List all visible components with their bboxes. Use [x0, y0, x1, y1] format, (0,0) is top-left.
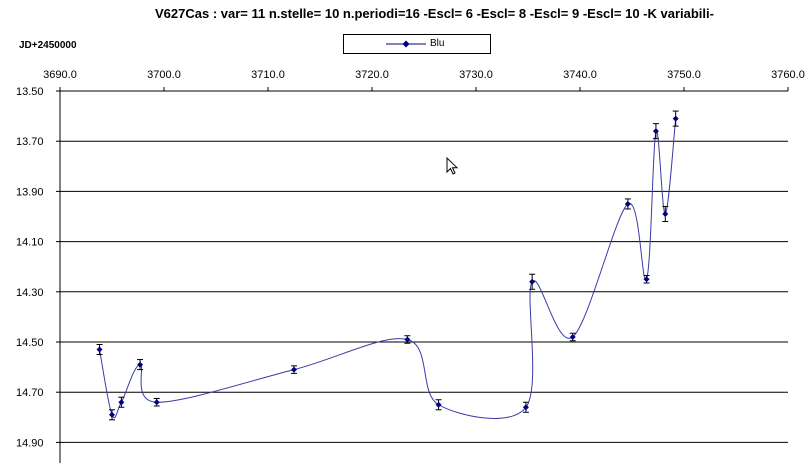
series-curve-layer: [99, 118, 677, 419]
x-tick-label: 3710.0: [251, 69, 285, 81]
y-tick-label: 14.70: [16, 387, 44, 399]
data-point: [522, 401, 529, 413]
legend: Blu: [343, 34, 491, 54]
data-point: [153, 397, 160, 407]
legend-label: Blu: [430, 38, 445, 49]
y-tick-label: 13.70: [16, 136, 44, 148]
y-tick-label: 14.10: [16, 237, 44, 249]
data-point: [643, 274, 650, 284]
point-marker: [118, 399, 125, 406]
x-axis-note: JD+2450000: [19, 40, 77, 51]
point-marker: [652, 128, 659, 135]
point-marker: [569, 333, 576, 340]
x-tick-label: 3690.0: [43, 69, 77, 81]
point-marker: [96, 346, 103, 353]
y-tick-label: 14.30: [16, 287, 44, 299]
data-point: [529, 273, 536, 290]
series-points-layer: [96, 110, 679, 421]
point-marker: [643, 276, 650, 283]
point-marker: [672, 115, 679, 122]
data-point: [569, 332, 576, 342]
data-point: [137, 359, 144, 371]
x-tick-label: 3740.0: [563, 69, 597, 81]
point-marker: [529, 278, 536, 285]
data-point: [624, 198, 631, 210]
point-marker: [153, 399, 160, 406]
grid-layer: [60, 140, 788, 443]
data-point: [652, 123, 659, 140]
data-point: [662, 205, 669, 223]
point-marker: [291, 366, 297, 373]
chart-title: V627Cas : var= 11 n.stelle= 10 n.periodi…: [155, 6, 714, 21]
axis-layer: 3690.0 3700.0 3710.0 3720.0 3730.0 3740.0 3750…: [16, 69, 805, 463]
data-point: [96, 344, 103, 356]
x-tick-label: 3700.0: [147, 69, 181, 81]
point-marker: [662, 210, 669, 217]
point-marker: [404, 336, 411, 343]
data-point: [109, 409, 115, 421]
y-tick-label: 14.50: [16, 337, 44, 349]
data-point: [672, 110, 679, 127]
data-point: [435, 399, 442, 411]
legend-swatch-icon: [386, 40, 426, 48]
y-tick-label: 14.90: [16, 437, 44, 449]
point-marker: [522, 404, 529, 411]
data-point: [118, 396, 125, 408]
point-marker: [137, 361, 144, 368]
y-tick-label: 13.90: [16, 186, 44, 198]
data-point: [404, 335, 411, 344]
x-tick-label: 3720.0: [355, 69, 389, 81]
point-marker: [109, 411, 115, 418]
x-tick-label: 3730.0: [459, 69, 493, 81]
mouse-pointer-arrow-icon: [446, 156, 459, 175]
point-marker: [435, 401, 442, 408]
series-line-blu: [99, 118, 677, 419]
x-tick-label: 3750.0: [667, 69, 701, 81]
point-marker: [624, 200, 631, 207]
y-tick-label: 13.50: [16, 86, 44, 98]
data-point: [291, 365, 297, 374]
x-tick-label: 3760.0: [771, 69, 805, 81]
